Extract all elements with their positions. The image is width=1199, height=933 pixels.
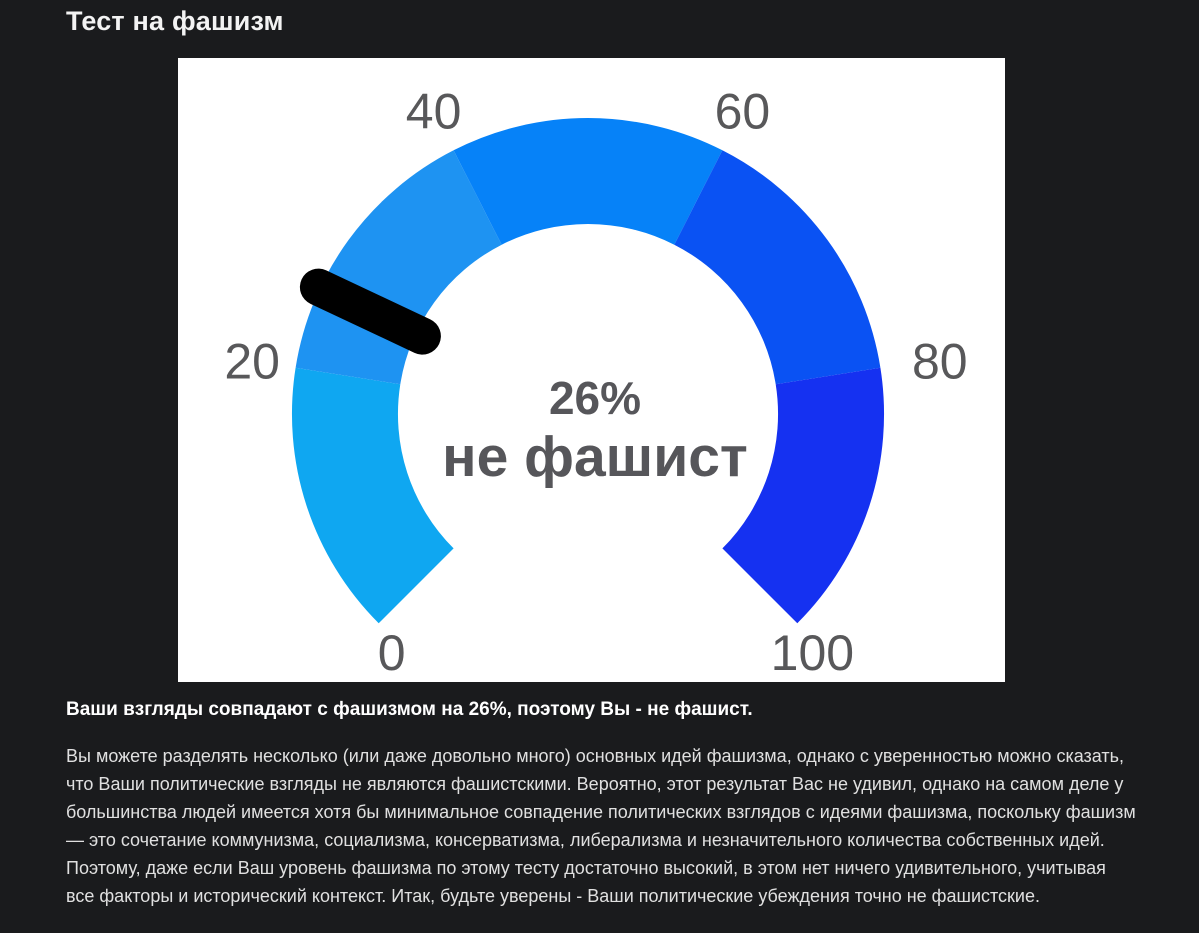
gauge-tick-label-60: 60 [715, 84, 771, 140]
gauge-segment-60-80 [674, 150, 881, 385]
result-headline: Ваши взгляды совпадают с фашизмом на 26%… [66, 699, 753, 720]
page-title: Тест на фашизм [66, 6, 284, 36]
gauge-chart: 0 20 40 60 80 100 26%не фашист [224, 84, 968, 681]
gauge-needle [299, 268, 441, 355]
gauge-tick-label-80: 80 [912, 333, 968, 389]
result-description: Вы можете разделять несколько (или даже … [66, 746, 1136, 906]
gauge-segment-40-60 [453, 118, 723, 245]
gauge-tick-label-20: 20 [224, 333, 280, 389]
gauge-tick-label-100: 100 [771, 625, 854, 681]
gauge-value-label: 26% [549, 372, 641, 424]
gauge-segment-0-20 [291, 367, 454, 624]
gauge-tick-label-0: 0 [378, 625, 406, 681]
gauge-segment-80-100 [722, 367, 885, 624]
gauge-tick-label-40: 40 [406, 84, 462, 140]
gauge-segment-20-40 [295, 150, 502, 385]
gauge-verdict-label: не фашист [442, 425, 748, 489]
gauge-panel: 0 20 40 60 80 100 26% не фашист [178, 58, 1005, 682]
